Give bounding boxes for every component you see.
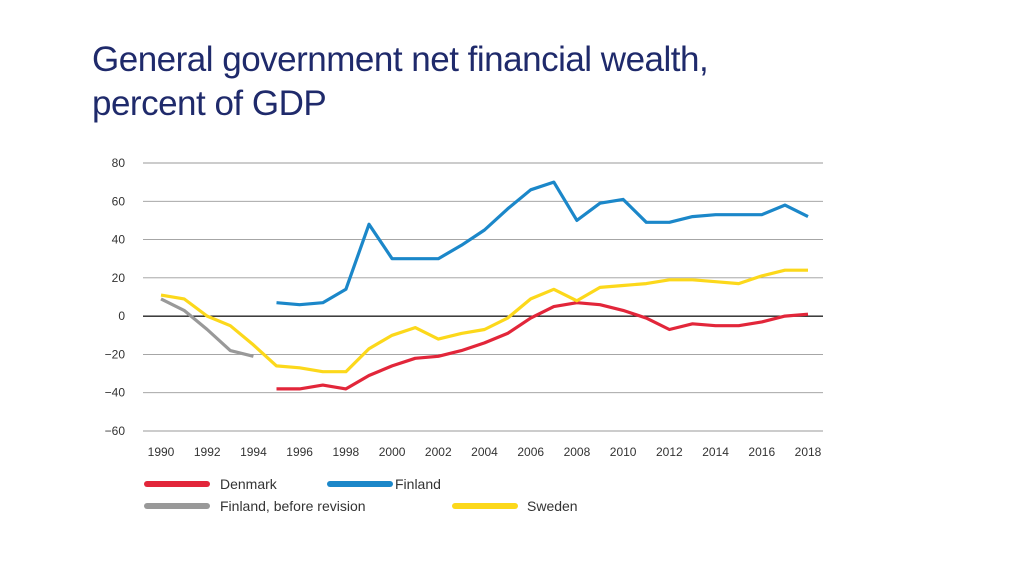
y-tick-label: 0 [118, 309, 125, 323]
x-tick-label: 2006 [517, 445, 544, 459]
x-tick-label: 2008 [564, 445, 591, 459]
y-tick-label: −40 [105, 386, 126, 400]
y-axis-tick-labels: 80 60 40 20 0 −20 −40 −60 [105, 156, 126, 438]
y-tick-label: −20 [105, 347, 126, 361]
x-axis-tick-labels: 1990 1992 1994 1996 1998 2000 2002 2004 2006 2008… [148, 445, 822, 459]
x-tick-label: 2014 [702, 445, 729, 459]
y-tick-label: 60 [112, 194, 126, 208]
x-tick-label: 2002 [425, 445, 452, 459]
grid-lines [143, 162, 823, 432]
x-tick-label: 2004 [471, 445, 498, 459]
series-line-finland [276, 180, 809, 307]
slide-title-line-2: percent of GDP [92, 84, 327, 123]
x-tick-label: 1990 [148, 445, 175, 459]
chart-series [160, 180, 809, 391]
x-tick-label: 2016 [748, 445, 775, 459]
legend-label-denmark: Denmark [220, 476, 278, 492]
slide-title: General government net financial wealth,… [92, 38, 912, 126]
legend-label-sweden: Sweden [527, 498, 578, 514]
x-tick-label: 1994 [240, 445, 267, 459]
chart-legend: Denmark Finland Finland, before revision Sw… [144, 476, 578, 514]
y-tick-label: −60 [105, 424, 126, 438]
series-line-denmark [276, 301, 809, 391]
x-tick-label: 1998 [333, 445, 360, 459]
series-line-sweden [160, 268, 808, 374]
x-tick-label: 1992 [194, 445, 221, 459]
slide-title-line-1: General government net financial wealth, [92, 40, 709, 79]
x-tick-label: 2010 [610, 445, 637, 459]
x-tick-label: 2012 [656, 445, 683, 459]
y-tick-label: 20 [112, 271, 126, 285]
series-line-finland-before-revision [160, 297, 254, 358]
y-tick-label: 40 [112, 233, 126, 247]
legend-label-finland: Finland [395, 476, 441, 492]
x-tick-label: 2000 [379, 445, 406, 459]
x-tick-label: 1996 [286, 445, 313, 459]
y-tick-label: 80 [112, 156, 126, 170]
x-tick-label: 2018 [795, 445, 822, 459]
legend-label-finland-before-revision: Finland, before revision [220, 498, 366, 514]
